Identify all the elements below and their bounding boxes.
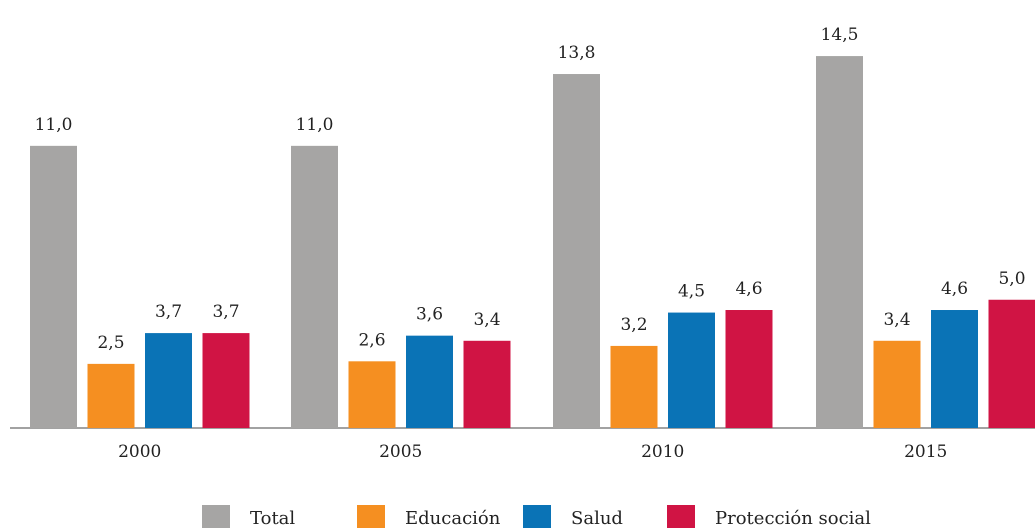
- bar-2000-0: [30, 145, 77, 428]
- bars-group: [30, 56, 1035, 428]
- bar-2015-3: [988, 299, 1035, 428]
- bar-value-label: 3,4: [883, 310, 910, 330]
- bar-value-label: 4,5: [678, 282, 705, 302]
- bar-2010-0: [553, 74, 600, 428]
- bar-2015-0: [816, 56, 863, 428]
- bar-2005-2: [406, 335, 453, 428]
- bar-labels-group: 11,0 2,5 3,7 3,7 11,0 2,6 3,6 3,4 13,8 3,2 4,5 4,6 1…: [35, 25, 1026, 353]
- bar-2005-3: [463, 340, 511, 428]
- bar-value-label: 3,7: [155, 302, 182, 322]
- bar-value-label: 3,4: [473, 310, 500, 330]
- bar-2000-1: [87, 363, 135, 428]
- legend-label-3: Protección social: [715, 508, 871, 528]
- bar-value-label: 4,6: [735, 279, 762, 299]
- category-label-2015: 2015: [904, 442, 947, 462]
- bar-2010-2: [668, 312, 715, 428]
- bar-2005-1: [348, 361, 396, 428]
- bar-2005-0: [291, 145, 338, 428]
- bar-value-label: 5,0: [998, 269, 1025, 289]
- bar-value-label: 3,7: [212, 302, 239, 322]
- category-label-2000: 2000: [118, 442, 161, 462]
- bar-value-label: 14,5: [821, 25, 859, 45]
- legend-label-2: Salud: [571, 508, 623, 528]
- bar-2000-3: [202, 333, 250, 428]
- category-label-2005: 2005: [379, 442, 422, 462]
- bar-value-label: 3,2: [620, 315, 647, 335]
- legend-swatch-2: [523, 505, 551, 528]
- bar-value-label: 2,5: [97, 333, 124, 353]
- legend-label-0: Total: [250, 508, 295, 528]
- legend-swatch-3: [667, 505, 695, 528]
- bar-2015-1: [873, 340, 921, 428]
- bar-2000-2: [145, 333, 192, 428]
- legend-swatch-1: [357, 505, 385, 528]
- legend-label-1: Educación: [405, 508, 501, 528]
- legend-swatch-0: [202, 505, 230, 528]
- bar-value-label: 4,6: [941, 279, 968, 299]
- bar-2015-2: [931, 310, 978, 428]
- bar-value-label: 11,0: [296, 115, 334, 135]
- category-label-2010: 2010: [641, 442, 684, 462]
- bar-2010-3: [725, 310, 773, 428]
- category-labels-group: 2000 2005 2010 2015: [118, 442, 947, 462]
- legend: Total Educación Salud Protección social: [202, 505, 871, 528]
- bar-value-label: 13,8: [558, 43, 596, 63]
- bar-value-label: 11,0: [35, 115, 73, 135]
- bar-2010-1: [610, 345, 658, 428]
- bar-value-label: 2,6: [358, 330, 385, 350]
- bar-value-label: 3,6: [416, 305, 443, 325]
